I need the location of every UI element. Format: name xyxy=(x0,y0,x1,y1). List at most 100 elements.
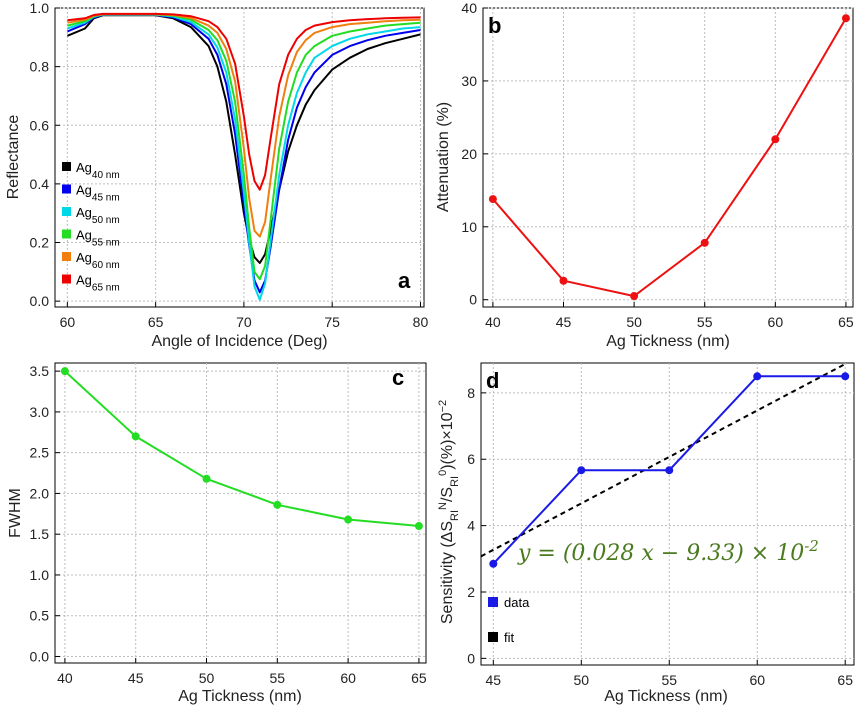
d-data-point-2 xyxy=(665,466,674,475)
panel-a-reflectance-chart: 60 65 70 75 80 0.0 0.2 0.4 0.6 0.8 1.0 Ag40 nmAg45… xyxy=(5,0,428,350)
legend-swatch-0 xyxy=(62,162,71,171)
panel-d-xlabel: Ag Tickness (nm) xyxy=(604,688,728,705)
d-ytick-label-0: 0 xyxy=(467,650,475,666)
panel-a-series xyxy=(67,12,421,301)
b-xtick-label-1: 45 xyxy=(556,314,572,330)
c-data-point-1 xyxy=(131,432,140,441)
a-xtick-label-1: 65 xyxy=(148,314,164,330)
d-fit-line xyxy=(480,362,848,558)
b-ytick-label-3: 30 xyxy=(461,73,477,89)
b-data-point-3 xyxy=(700,238,709,247)
a-ytick-label-3: 0.6 xyxy=(30,117,50,133)
panel-a-ticks: 60 65 70 75 80 0.0 0.2 0.4 0.6 0.8 1.0 xyxy=(30,0,429,330)
legend-swatch-2 xyxy=(62,207,71,216)
panel-a-ylabel: Reflectance xyxy=(5,115,22,200)
c-data-point-5 xyxy=(414,522,423,531)
c-xtick-label-5: 65 xyxy=(411,670,427,686)
legend-swatch-5 xyxy=(62,274,71,284)
d-xtick-label-4: 65 xyxy=(837,672,853,688)
legend-swatch-3 xyxy=(62,229,71,239)
a-ytick-label-2: 0.4 xyxy=(30,176,50,192)
c-data-point-0 xyxy=(60,367,69,376)
a-series-line-5 xyxy=(67,12,421,191)
a-xtick-label-4: 80 xyxy=(413,314,429,330)
panel-b-ylabel: Attenuation (%) xyxy=(435,102,452,212)
b-data-point-1 xyxy=(559,276,568,285)
panel-c-label: c xyxy=(392,365,404,390)
panel-a-label: a xyxy=(398,268,411,293)
c-ytick-label-3: 1.5 xyxy=(30,526,50,542)
d-data-point-1 xyxy=(577,466,586,475)
b-xtick-label-0: 40 xyxy=(485,314,501,330)
d-xtick-label-2: 55 xyxy=(661,672,677,688)
legend-data-label: data xyxy=(504,595,530,610)
b-xtick-label-3: 55 xyxy=(697,314,713,330)
c-ytick-label-0: 0.0 xyxy=(30,648,50,664)
a-xtick-label-2: 70 xyxy=(236,314,252,330)
panel-c-frame xyxy=(54,362,427,664)
panel-d-frame xyxy=(480,362,855,666)
panel-c-ylabel: FWHM xyxy=(7,488,24,538)
legend-label-0: Ag40 nm xyxy=(76,160,120,181)
b-data-point-2 xyxy=(630,292,639,301)
c-xtick-label-0: 40 xyxy=(57,670,73,686)
panel-c-grid xyxy=(55,363,426,663)
a-ytick-label-4: 0.8 xyxy=(30,59,50,75)
c-data-point-4 xyxy=(344,515,353,524)
b-ytick-label-0: 0 xyxy=(469,292,477,308)
b-data-point-0 xyxy=(488,195,497,204)
panel-b-series xyxy=(488,14,850,301)
legend-fit-label: fit xyxy=(504,630,515,645)
panel-d-ticks: 45 50 55 60 65 0 2 4 6 8 xyxy=(467,385,853,688)
b-data-point-5 xyxy=(841,14,850,23)
panel-d-series xyxy=(480,362,850,568)
c-series-line-0 xyxy=(64,370,419,527)
a-ytick-label-5: 1.0 xyxy=(30,0,50,16)
panel-d-ylabel: Sensitivity (ΔSRIN/SRI0)(%)×10−2 xyxy=(437,400,461,624)
panel-d-grid xyxy=(481,363,854,665)
legend-swatch-1 xyxy=(62,184,71,194)
legend-label-4: Ag60 nm xyxy=(76,250,120,271)
b-xtick-label-5: 65 xyxy=(838,314,854,330)
d-xtick-label-1: 50 xyxy=(573,672,589,688)
panel-c-xlabel: Ag Tickness (nm) xyxy=(178,688,302,705)
c-ytick-label-4: 2.0 xyxy=(30,485,50,501)
panel-b-attenuation-chart: 40 45 50 55 60 65 0 10 20 30 40 b Ag Tickness (nm)… xyxy=(435,0,854,350)
panel-d-label: d xyxy=(486,368,499,393)
c-ytick-label-5: 2.5 xyxy=(30,445,50,461)
legend-swatch-4 xyxy=(62,252,71,261)
a-xtick-label-0: 60 xyxy=(60,314,76,330)
d-data-point-4 xyxy=(841,372,850,381)
d-data-point-3 xyxy=(753,372,762,381)
c-xtick-label-2: 50 xyxy=(199,670,215,686)
d-data-point-0 xyxy=(489,559,498,568)
a-xtick-label-3: 75 xyxy=(324,314,340,330)
legend-label-2: Ag50 nm xyxy=(76,205,120,226)
c-xtick-label-3: 55 xyxy=(270,670,286,686)
panel-b-ticks: 40 45 50 55 60 65 0 10 20 30 40 xyxy=(461,0,854,330)
panel-b-label: b xyxy=(488,13,501,38)
panel-c-ticks: 40 45 50 55 60 65 0.0 0.5 1.0 1.5 2.0 2.5 3.0 3.5 xyxy=(30,363,427,686)
panel-b-frame xyxy=(482,7,854,308)
b-series-line-0 xyxy=(492,17,847,298)
d-xtick-label-3: 60 xyxy=(749,672,765,688)
panel-c-series xyxy=(60,367,423,531)
c-xtick-label-1: 45 xyxy=(128,670,144,686)
b-data-point-4 xyxy=(771,135,780,144)
c-ytick-label-2: 1.0 xyxy=(30,567,50,583)
panel-c-fwhm-chart: 40 45 50 55 60 65 0.0 0.5 1.0 1.5 2.0 2.5 3.0 3.5 c A… xyxy=(7,362,427,705)
c-xtick-label-4: 60 xyxy=(340,670,356,686)
panel-a-xlabel: Angle of Incidence (Deg) xyxy=(151,333,327,350)
c-data-point-3 xyxy=(273,500,282,509)
d-ytick-label-2: 4 xyxy=(467,518,475,534)
c-ytick-label-1: 0.5 xyxy=(30,608,50,624)
legend-fit-swatch xyxy=(488,632,498,642)
legend-label-5: Ag65 nm xyxy=(76,273,120,294)
a-ytick-label-1: 0.2 xyxy=(30,235,50,251)
b-xtick-label-4: 60 xyxy=(768,314,784,330)
legend-label-1: Ag45 nm xyxy=(76,183,120,204)
a-ytick-label-0: 0.0 xyxy=(30,293,50,309)
fit-equation: y = (0.028 x − 9.33) × 10-2 xyxy=(517,537,819,566)
